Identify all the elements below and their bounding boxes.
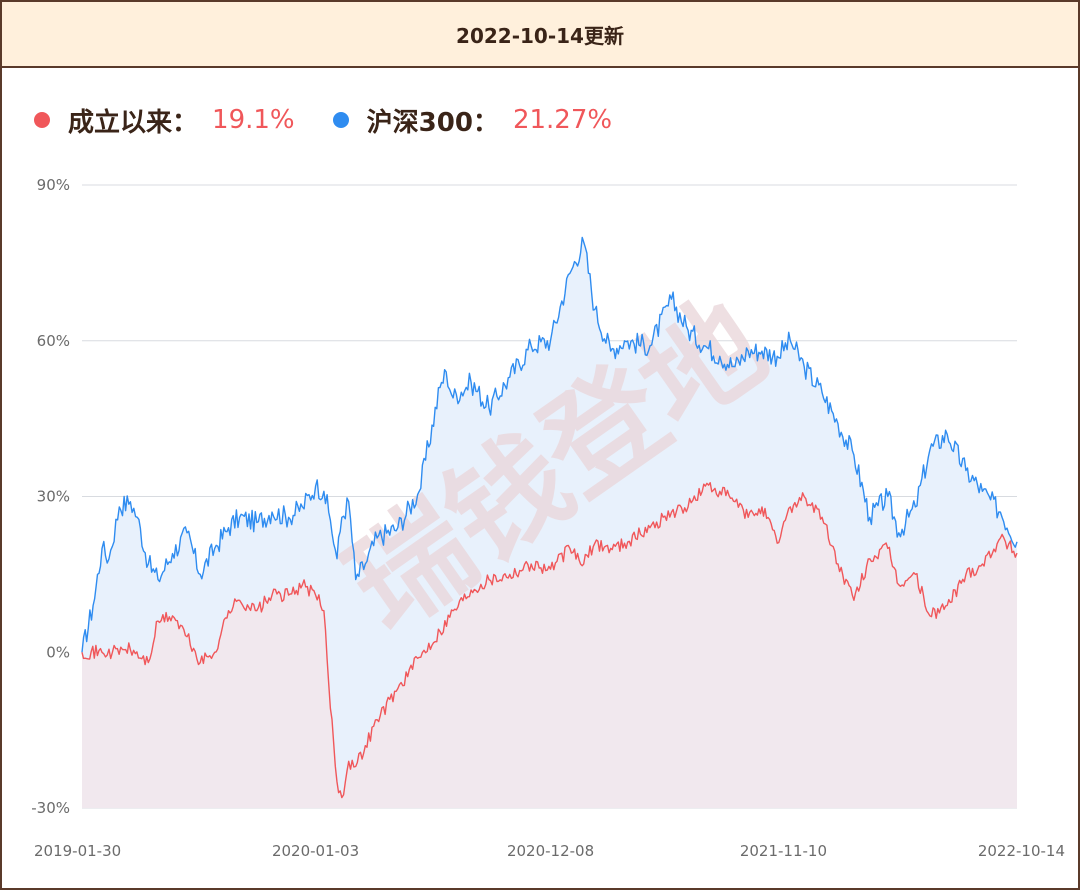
update-title: 2022-10-14更新 — [456, 23, 624, 48]
legend-item-fund[interactable]: 成立以来 ： 19.1% — [34, 102, 295, 139]
y-tick-label: 30% — [37, 488, 70, 506]
y-tick-label: 90% — [37, 176, 70, 194]
fund-dot-icon — [34, 112, 50, 128]
y-tick-label: 60% — [37, 332, 70, 350]
legend-value-index: 21.27% — [512, 105, 613, 135]
area-layer — [82, 237, 1017, 808]
chart-legend: 成立以来 ： 19.1% 沪深300 ： 21.27% — [34, 100, 650, 140]
index-series-line — [81, 236, 1018, 653]
update-header: 2022-10-14更新 — [2, 2, 1078, 68]
legend-value-fund: 19.1% — [212, 105, 295, 135]
x-tick-label: 2020-01-03 — [272, 842, 359, 860]
line-layer — [81, 236, 1018, 799]
fund-series-area — [82, 482, 1017, 808]
legend-colon-fund: ： — [172, 107, 199, 138]
x-tick-label: 2019-01-30 — [34, 842, 121, 860]
x-tick-label: 2022-10-14 — [978, 842, 1065, 860]
legend-colon-index: ： — [472, 107, 499, 138]
legend-label-index: 沪深300 — [366, 107, 473, 138]
x-tick-label: 2020-12-08 — [507, 842, 594, 860]
y-tick-label: 0% — [46, 643, 70, 661]
y-tick-label: -30% — [31, 799, 70, 817]
legend-label-fund: 成立以来 — [68, 107, 173, 138]
legend-item-index[interactable]: 沪深300 ： 21.27% — [332, 102, 613, 139]
tick-layer: 90% 60% 30% 0% -30% 2019-01-30 2020-01-03 2020-… — [31, 176, 1065, 860]
index-dot-icon — [332, 112, 349, 128]
x-tick-label: 2021-11-10 — [740, 842, 827, 860]
fund-series-line — [81, 482, 1018, 799]
